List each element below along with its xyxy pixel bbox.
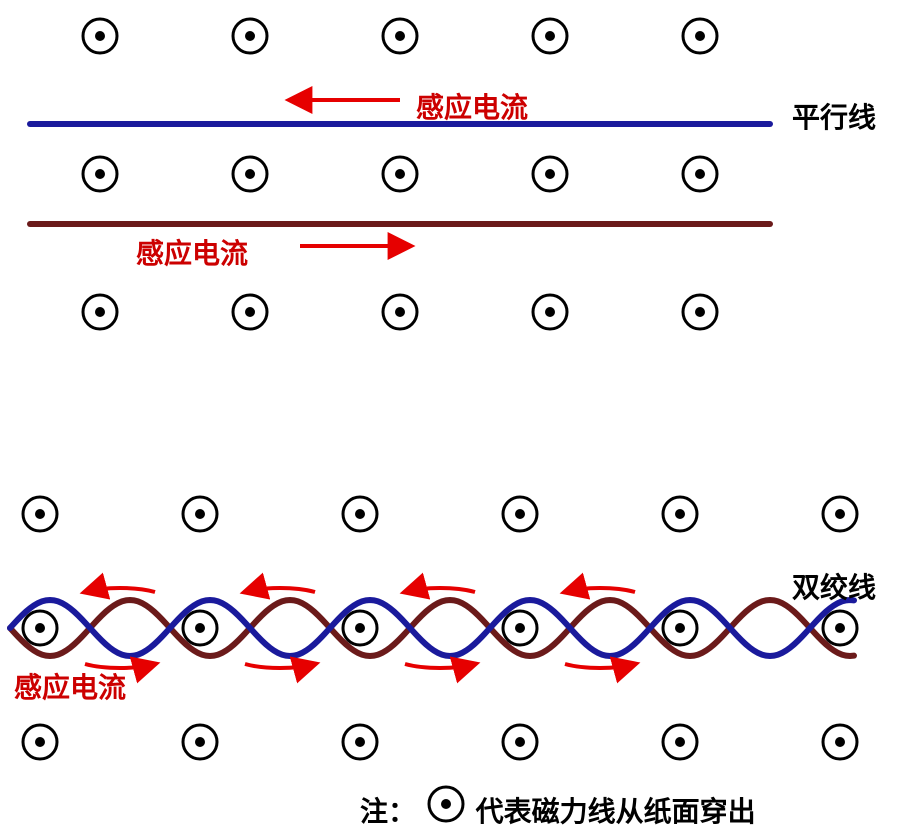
field-symbol-dot xyxy=(675,737,685,747)
twist-current-arrow xyxy=(565,664,635,668)
field-symbol-dot xyxy=(835,509,845,519)
note-suffix: 代表磁力线从纸面穿出 xyxy=(476,796,756,827)
field-symbol-dot xyxy=(95,31,105,41)
field-symbol-dot xyxy=(515,623,525,633)
twist-current-arrow xyxy=(245,588,315,592)
field-symbol-dot xyxy=(545,307,555,317)
field-symbol-dot xyxy=(355,509,365,519)
field-symbol-dot xyxy=(245,169,255,179)
twist-current-arrow xyxy=(405,588,475,592)
field-symbol-dot xyxy=(695,307,705,317)
parallel-line-label: 平行线 xyxy=(792,96,876,136)
field-symbol-dot xyxy=(355,623,365,633)
induced-current-label-twisted: 感应电流 xyxy=(14,666,126,706)
field-symbol-dot xyxy=(35,623,45,633)
field-symbol-dot xyxy=(195,623,205,633)
field-symbol-dot xyxy=(835,737,845,747)
field-symbol-dot xyxy=(695,31,705,41)
induced-current-label-bottom: 感应电流 xyxy=(136,232,248,272)
field-symbol-dot xyxy=(195,509,205,519)
field-symbol-dot xyxy=(355,737,365,747)
note-prefix: 注： xyxy=(360,796,416,827)
field-symbol-dot xyxy=(35,737,45,747)
field-symbol-dot xyxy=(245,31,255,41)
twist-current-arrow xyxy=(85,588,155,592)
field-symbol-dot xyxy=(675,509,685,519)
field-symbol-dot xyxy=(515,737,525,747)
field-symbol-dot xyxy=(395,169,405,179)
diagram-canvas: 感应电流 感应电流 平行线 感应电流 双绞线 注： 代表磁力线从纸面穿出 xyxy=(0,0,916,834)
twist-current-arrow xyxy=(405,664,475,668)
twist-current-arrow xyxy=(245,664,315,668)
field-symbol-dot xyxy=(395,307,405,317)
field-symbol-dot xyxy=(695,169,705,179)
field-symbol-dot xyxy=(675,623,685,633)
field-symbol-dot xyxy=(515,509,525,519)
twist-current-arrow xyxy=(565,588,635,592)
induced-current-label-top: 感应电流 xyxy=(416,86,528,126)
field-symbol-dot xyxy=(195,737,205,747)
note-text: 注： 代表磁力线从纸面穿出 xyxy=(360,790,756,830)
field-symbol-dot xyxy=(95,307,105,317)
field-symbol-dot xyxy=(95,169,105,179)
field-symbol-dot xyxy=(545,31,555,41)
field-symbol-dot xyxy=(395,31,405,41)
field-symbol-dot xyxy=(245,307,255,317)
field-symbol-dot xyxy=(35,509,45,519)
field-symbol-dot xyxy=(545,169,555,179)
field-symbol-dot xyxy=(835,623,845,633)
twisted-pair-label: 双绞线 xyxy=(792,566,876,606)
